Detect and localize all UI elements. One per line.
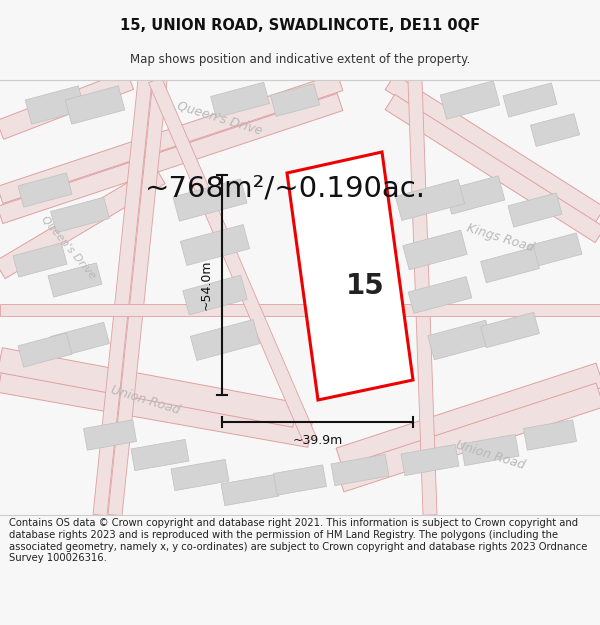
Polygon shape xyxy=(287,152,413,400)
Polygon shape xyxy=(440,81,500,119)
Polygon shape xyxy=(336,383,600,492)
Polygon shape xyxy=(385,94,600,242)
Polygon shape xyxy=(0,166,165,279)
Polygon shape xyxy=(183,275,247,315)
Polygon shape xyxy=(401,444,459,476)
Polygon shape xyxy=(149,78,316,442)
Polygon shape xyxy=(65,86,125,124)
Polygon shape xyxy=(336,363,600,472)
Polygon shape xyxy=(0,71,134,139)
Polygon shape xyxy=(211,82,269,118)
Polygon shape xyxy=(395,179,464,221)
Polygon shape xyxy=(0,94,343,224)
Polygon shape xyxy=(523,420,577,450)
Polygon shape xyxy=(221,474,279,506)
Text: 15, UNION ROAD, SWADLINCOTE, DE11 0QF: 15, UNION ROAD, SWADLINCOTE, DE11 0QF xyxy=(120,18,480,33)
Polygon shape xyxy=(331,454,389,486)
Polygon shape xyxy=(271,84,320,116)
Text: Queen's Drive: Queen's Drive xyxy=(39,214,97,281)
Polygon shape xyxy=(50,322,109,357)
Text: ~54.0m: ~54.0m xyxy=(199,260,212,310)
Polygon shape xyxy=(18,173,72,207)
Polygon shape xyxy=(408,277,472,313)
Text: Union Road: Union Road xyxy=(109,383,181,417)
Polygon shape xyxy=(0,304,600,316)
Text: ~768m²/~0.190ac.: ~768m²/~0.190ac. xyxy=(145,174,425,202)
Polygon shape xyxy=(181,224,250,266)
Polygon shape xyxy=(403,230,467,270)
Polygon shape xyxy=(13,243,67,277)
Text: 15: 15 xyxy=(346,272,385,300)
Polygon shape xyxy=(408,80,437,515)
Polygon shape xyxy=(0,348,297,428)
Polygon shape xyxy=(445,176,505,214)
Text: Union Road: Union Road xyxy=(454,438,526,472)
Polygon shape xyxy=(131,439,189,471)
Polygon shape xyxy=(171,459,229,491)
Text: Map shows position and indicative extent of the property.: Map shows position and indicative extent… xyxy=(130,54,470,66)
Polygon shape xyxy=(528,233,582,267)
Polygon shape xyxy=(461,434,519,466)
Polygon shape xyxy=(481,312,539,348)
Polygon shape xyxy=(428,320,492,360)
Polygon shape xyxy=(385,74,600,222)
Polygon shape xyxy=(93,79,152,516)
Text: Kings Road: Kings Road xyxy=(465,222,535,254)
Text: Queen's Drive: Queen's Drive xyxy=(176,99,264,137)
Polygon shape xyxy=(50,198,109,232)
Polygon shape xyxy=(190,319,260,361)
Text: Contains OS data © Crown copyright and database right 2021. This information is : Contains OS data © Crown copyright and d… xyxy=(9,518,587,563)
Text: ~39.9m: ~39.9m xyxy=(292,434,343,446)
Polygon shape xyxy=(173,179,247,221)
Polygon shape xyxy=(108,79,167,516)
Polygon shape xyxy=(274,465,326,495)
Polygon shape xyxy=(18,333,72,367)
Polygon shape xyxy=(481,248,539,282)
Polygon shape xyxy=(0,74,343,204)
Polygon shape xyxy=(25,86,85,124)
Polygon shape xyxy=(503,83,557,117)
Polygon shape xyxy=(530,114,580,146)
Polygon shape xyxy=(0,368,312,448)
Polygon shape xyxy=(83,420,137,450)
Polygon shape xyxy=(48,263,102,297)
Polygon shape xyxy=(508,193,562,227)
